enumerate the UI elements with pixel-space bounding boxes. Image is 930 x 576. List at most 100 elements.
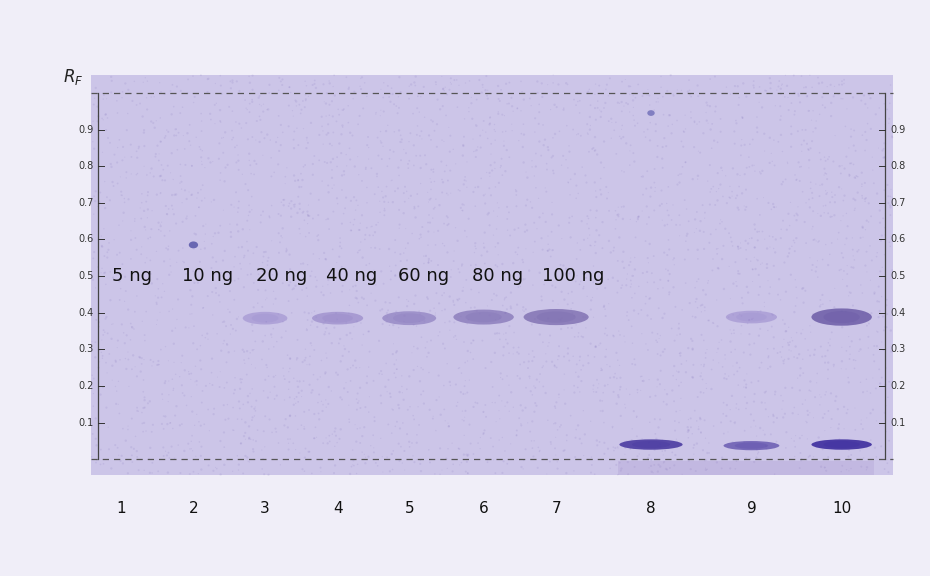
Point [499,99,514,108]
Point [480,457,495,467]
Point [250,298,265,308]
Point [348,206,363,215]
Point [668,450,683,460]
Point [232,384,247,393]
Point [164,267,179,276]
Point [274,333,289,342]
Point [697,362,711,371]
Point [138,336,153,345]
Point [114,191,129,200]
Point [242,149,257,158]
Point [699,116,714,125]
Point [809,236,824,245]
Point [691,92,706,101]
Point [710,244,724,253]
Point [159,126,174,135]
Point [312,254,326,263]
Point [401,405,416,414]
Point [557,370,572,379]
Point [674,359,689,369]
Point [686,440,701,449]
Point [118,354,133,363]
Point [147,92,162,101]
Point [542,331,557,340]
Point [744,233,759,242]
Point [787,110,802,119]
Point [771,290,786,300]
Point [824,328,839,337]
Point [144,279,159,288]
Point [298,77,312,86]
Point [367,243,382,252]
Point [156,165,171,175]
Point [192,417,206,426]
Point [802,145,817,154]
Point [183,375,198,384]
Point [309,313,324,322]
Point [148,152,163,161]
Point [388,422,403,431]
Point [561,163,576,172]
Point [698,465,713,475]
Point [656,283,671,293]
Point [307,434,322,443]
Point [104,334,119,343]
Point [446,332,461,342]
Point [100,133,115,142]
Point [732,93,747,102]
Point [396,145,411,154]
Point [468,183,483,192]
Point [579,120,594,129]
Point [285,106,299,115]
Point [200,74,215,84]
Point [597,449,612,458]
Point [392,171,406,180]
Point [727,419,742,429]
Point [112,277,126,286]
Point [480,86,495,95]
Point [300,211,315,221]
Point [457,431,472,440]
Point [871,313,886,322]
Point [225,107,240,116]
Point [390,417,405,426]
Point [257,469,272,479]
Point [312,130,326,139]
Point [213,116,228,126]
Point [885,133,900,142]
Point [290,382,305,391]
Point [385,198,400,207]
Point [674,169,689,179]
Point [189,452,204,461]
Point [848,356,863,365]
Point [859,374,874,384]
Text: 0.8: 0.8 [890,161,905,171]
Point [731,244,746,253]
Point [360,301,375,310]
Point [221,348,236,357]
Point [839,346,854,355]
Point [119,331,134,340]
Point [497,342,512,351]
Point [733,171,748,180]
Point [588,241,603,250]
Point [877,464,892,473]
Point [586,381,601,390]
Point [444,74,458,83]
Point [812,236,827,245]
Point [246,249,260,258]
Point [641,454,656,463]
Point [385,176,400,185]
Point [795,284,810,293]
Point [153,137,168,146]
Point [506,403,521,412]
Point [242,422,257,431]
Point [544,227,559,236]
Point [330,370,345,379]
Point [660,220,675,229]
Point [573,277,588,286]
Point [193,71,208,80]
Point [231,465,246,475]
Point [319,215,334,224]
Point [286,171,301,180]
